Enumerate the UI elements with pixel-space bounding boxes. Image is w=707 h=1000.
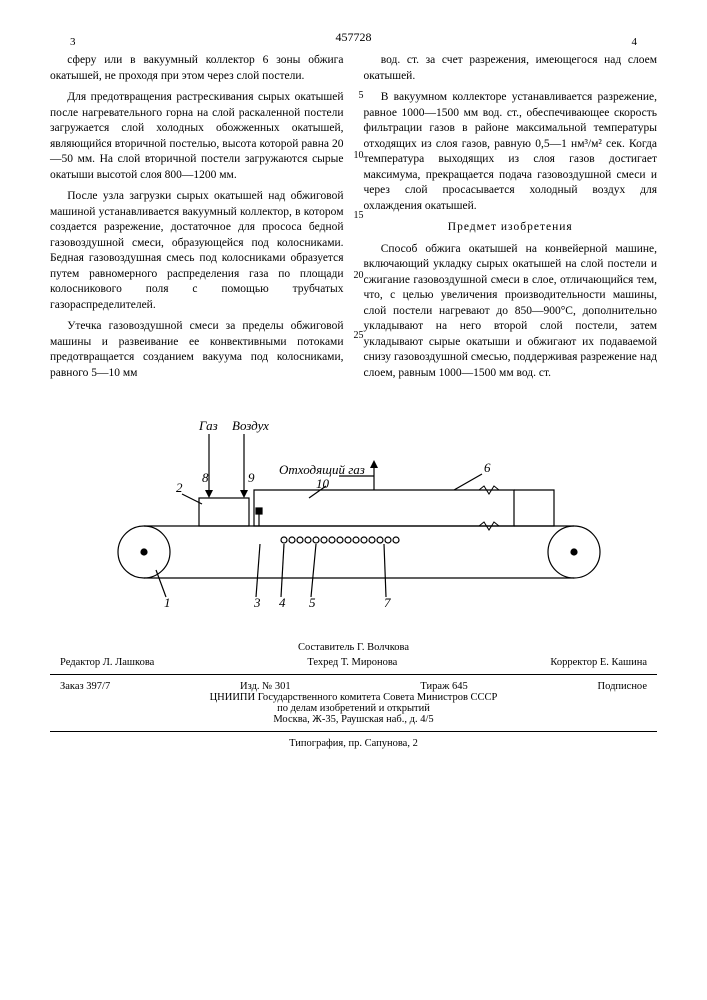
- right-column: 4 5 10 15 20 25 вод. ст. за счет разреже…: [364, 53, 658, 387]
- paragraph: В вакуумном коллекторе устанавливается р…: [364, 90, 658, 214]
- label-gas: Газ: [198, 418, 218, 433]
- page-number-left: 3: [70, 35, 76, 50]
- subject-heading: Предмет изобретения: [364, 220, 658, 236]
- figure-ref: 4: [279, 595, 286, 610]
- technical-drawing: Газ 8 Воздух 9 Отходящий газ 10 6: [84, 412, 624, 612]
- line-marker: 25: [352, 329, 364, 343]
- figure-ref: 9: [248, 470, 255, 485]
- patent-page: 457728 3 сферу или в вакуумный коллектор…: [0, 0, 707, 1000]
- page-number-right: 4: [632, 35, 638, 50]
- line-marker: 15: [352, 209, 364, 223]
- colophon: Составитель Г. Волчкова Редактор Л. Лашк…: [50, 642, 657, 749]
- print-run: Тираж 645: [420, 681, 467, 692]
- left-column: 3 сферу или в вакуумный коллектор 6 зоны…: [50, 53, 344, 387]
- label-exhaust: Отходящий газ: [279, 462, 365, 477]
- figure-ref: 5: [309, 595, 316, 610]
- paragraph: После узла загрузки сырых окатышей над о…: [50, 189, 344, 313]
- text-columns: 3 сферу или в вакуумный коллектор 6 зоны…: [50, 53, 657, 387]
- paragraph: Для предотвращения растрескивания сырых …: [50, 90, 344, 183]
- figure-ref: 6: [484, 460, 491, 475]
- order-number: Заказ 397/7: [60, 681, 110, 692]
- divider: [50, 674, 657, 675]
- paragraph: вод. ст. за счет разрежения, имеющегося …: [364, 53, 658, 84]
- line-marker: 10: [352, 149, 364, 163]
- paragraph: сферу или в вакуумный коллектор 6 зоны о…: [50, 53, 344, 84]
- corrector: Корректор Е. Кашина: [550, 657, 647, 668]
- tech-editor: Техред Т. Миронова: [307, 657, 397, 668]
- typography: Типография, пр. Сапунова, 2: [50, 738, 657, 749]
- divider: [50, 731, 657, 732]
- organization-line: ЦНИИПИ Государственного комитета Совета …: [50, 692, 657, 703]
- paragraph: Утечка газовоздушной смеси за пределы об…: [50, 319, 344, 381]
- organization-line: по делам изобретений и открытий: [50, 703, 657, 714]
- line-marker: 5: [352, 89, 364, 103]
- editor: Редактор Л. Лашкова: [60, 657, 154, 668]
- organization-line: Москва, Ж-35, Раушская наб., д. 4/5: [50, 714, 657, 725]
- subscription: Подписное: [598, 681, 647, 692]
- figure-ref: 8: [202, 470, 209, 485]
- figure-ref: 2: [176, 480, 183, 495]
- label-air: Воздух: [232, 418, 269, 433]
- edition-number: Изд. № 301: [240, 681, 291, 692]
- figure-ref: 3: [253, 595, 261, 610]
- document-number: 457728: [50, 30, 657, 45]
- compiler: Составитель Г. Волчкова: [50, 642, 657, 653]
- figure-ref: 1: [164, 595, 171, 610]
- figure-ref: 7: [384, 595, 391, 610]
- line-marker: 20: [352, 269, 364, 283]
- paragraph: Способ обжига окатышей на конвейерной ма…: [364, 242, 658, 382]
